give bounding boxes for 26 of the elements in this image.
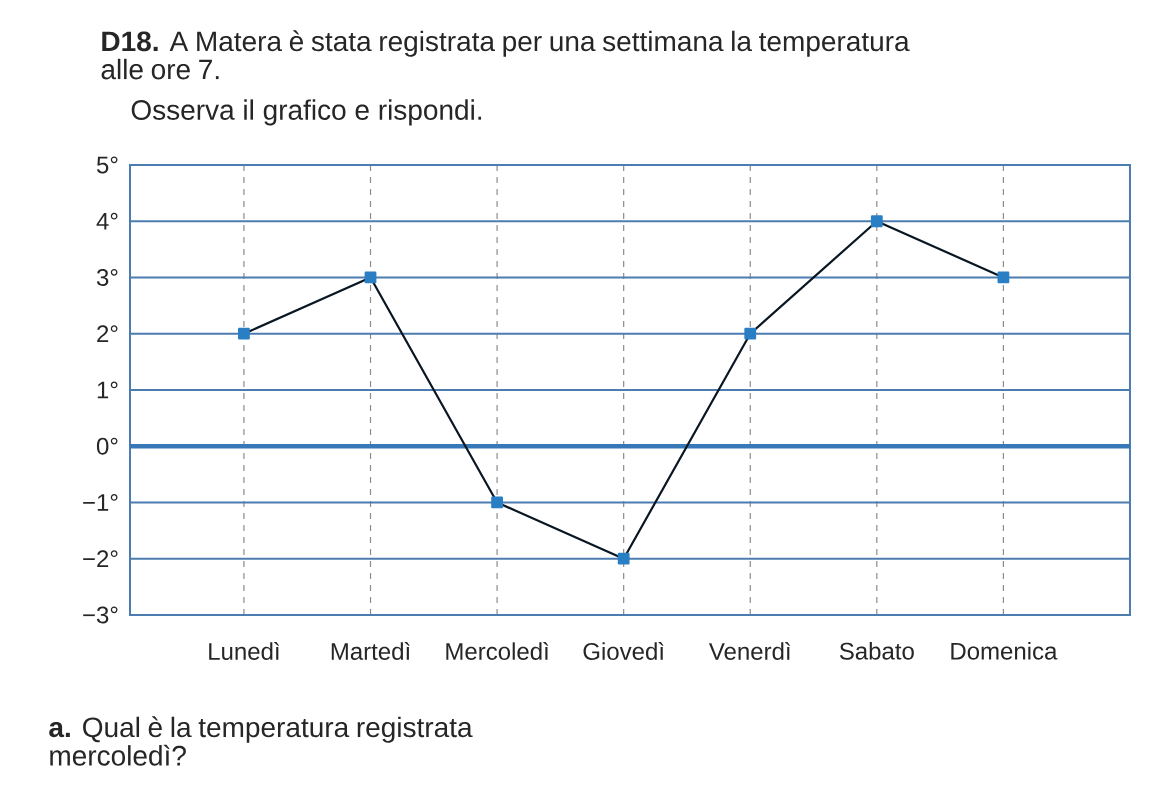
y-tick-label: −2° [83, 550, 118, 568]
point [870, 215, 883, 228]
x-tick-label: Mercoledì [446, 642, 549, 660]
x-tick-label: Martedì [331, 642, 410, 660]
chart-title: D18. A Matera è stata registrata per una settimana la temperatura alle ore 7. [101, 30, 910, 80]
point [491, 496, 503, 509]
y-tick-label: 5° [96, 156, 118, 174]
x-tick-label: Lunedì [209, 642, 280, 660]
x-tick-label: Sabato [839, 642, 914, 660]
point [238, 327, 250, 340]
point [617, 552, 630, 565]
point [744, 327, 757, 340]
chart-subtitle: Osserva il grafico e rispondi. [131, 99, 482, 126]
x-tick-label: Giovedì [583, 642, 664, 660]
x-tick-label: Domenica [951, 642, 1058, 660]
point [364, 271, 377, 284]
y-tick-label: −1° [83, 494, 118, 511]
y-tick-label: 3° [96, 269, 118, 286]
x-tick-label: Venerdì [708, 642, 791, 660]
y-tick-label: 2° [97, 325, 118, 343]
point [997, 271, 1010, 284]
y-tick-label: 1° [97, 381, 118, 399]
y-tick-label: 4° [96, 212, 118, 230]
text: a. Qual è la temperatura registrata mercoledì? [49, 716, 473, 766]
y-tick-label: 0° [96, 437, 118, 455]
y-tick-label: −3° [83, 606, 118, 624]
